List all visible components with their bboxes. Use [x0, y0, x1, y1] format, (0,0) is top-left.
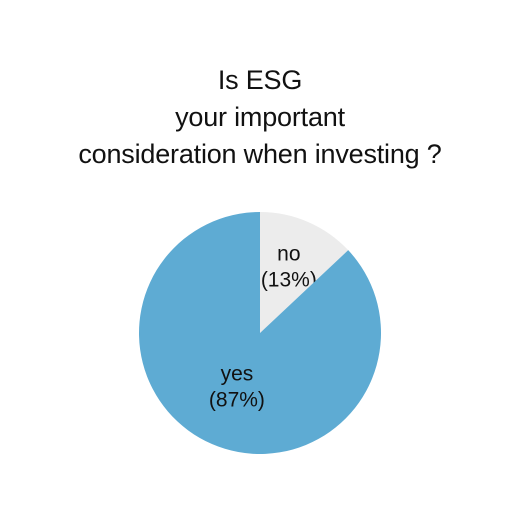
slice-label-yes: yes [221, 362, 254, 385]
chart-title-line-3: consideration when investing ? [78, 139, 442, 169]
chart-title-line-2: your important [175, 102, 345, 132]
pie-slice-no [260, 212, 349, 333]
slice-percent-label-yes: (87%) [209, 388, 265, 411]
slice-percent-label-no: (13%) [261, 268, 317, 291]
chart-title-line-1: Is ESG [217, 65, 303, 95]
pie-slice-yes [138, 212, 381, 454]
chart-title: Is ESG your important consideration when… [0, 62, 520, 173]
slice-label-no: no [277, 242, 300, 265]
